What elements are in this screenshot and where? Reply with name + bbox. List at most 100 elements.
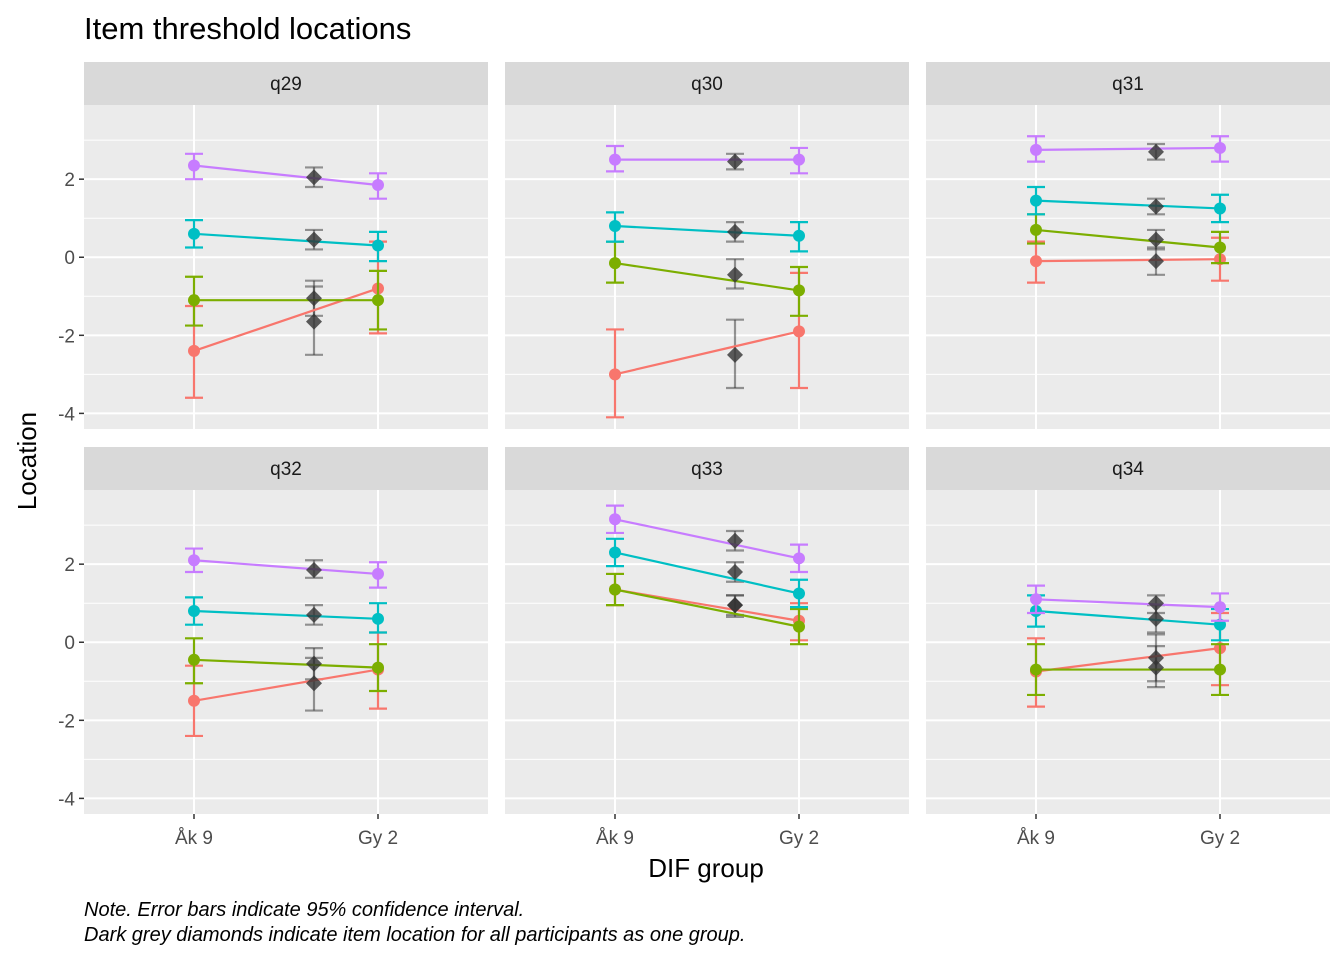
series-line (614, 588, 800, 628)
series-threshold-1 (606, 271, 808, 419)
threshold-point (1030, 663, 1042, 676)
series-line (614, 224, 800, 237)
series-line (193, 609, 379, 620)
series-line (1035, 199, 1221, 210)
panel-background (505, 105, 909, 429)
threshold-point (609, 368, 621, 381)
series-line (1035, 609, 1221, 626)
x-tick-label: Gy 2 (779, 828, 819, 849)
overall-location-diamond (306, 606, 322, 623)
threshold-point (188, 159, 200, 172)
panel-background (505, 490, 909, 814)
series-threshold-4 (185, 152, 387, 200)
series-line (614, 518, 800, 560)
series-threshold-3 (1027, 185, 1229, 224)
series-line (193, 164, 379, 187)
series-threshold-2 (185, 637, 387, 693)
y-tick-label: -2 (58, 711, 75, 732)
series-line (1035, 598, 1221, 609)
chart-title: Item threshold locations (84, 11, 411, 46)
series-line (193, 668, 379, 702)
panel-background (926, 105, 1330, 429)
threshold-point (188, 294, 200, 307)
gridlines (505, 490, 909, 814)
threshold-point (609, 546, 621, 559)
series-line (193, 232, 379, 247)
facet-strip-label: q30 (691, 74, 723, 95)
series-line (1035, 647, 1221, 673)
y-tick-label: 2 (64, 555, 75, 576)
facet-strip-label: q34 (1112, 459, 1144, 480)
threshold-point (793, 587, 805, 600)
overall-location-diamond (306, 290, 322, 307)
threshold-point (1030, 255, 1042, 268)
threshold-point (793, 552, 805, 565)
series-line (193, 559, 379, 576)
threshold-point (1030, 194, 1042, 207)
series-threshold-3 (606, 211, 808, 253)
overall-location-diamond (1148, 198, 1164, 215)
facet-strip-label: q32 (270, 459, 302, 480)
overall-location-diamond (1148, 253, 1164, 270)
panel-background (926, 490, 1330, 814)
threshold-point (372, 661, 384, 674)
threshold-point (793, 620, 805, 633)
y-tick-label: 0 (64, 248, 75, 269)
series-threshold-3 (185, 219, 387, 263)
series-line (1035, 146, 1221, 151)
series-line (614, 262, 800, 292)
threshold-point (609, 513, 621, 526)
series-threshold-2 (606, 240, 808, 317)
facet-panel-q32: q32 -4 -2 0 2 Åk 9 Gy 2 (58, 447, 488, 849)
series-threshold-4 (606, 144, 808, 175)
facet-strip-label: q29 (270, 74, 302, 95)
series-threshold-3 (185, 596, 387, 634)
overall-location-diamond (1148, 231, 1164, 248)
threshold-point (372, 612, 384, 625)
overall-location-diamond (1148, 649, 1164, 666)
overall-location-diamond (306, 313, 322, 330)
threshold-point (609, 153, 621, 166)
threshold-point (1214, 601, 1226, 614)
overall-location-diamond (1148, 143, 1164, 160)
y-tick-label: 0 (64, 633, 75, 654)
facet-panel-q33: q33 Åk 9 Gy 2 (505, 447, 909, 849)
threshold-point (188, 694, 200, 707)
panel-background (84, 105, 488, 429)
facet-strip-q29 (84, 62, 488, 105)
series-line (1035, 258, 1221, 263)
threshold-point (372, 239, 384, 252)
threshold-point (188, 227, 200, 240)
x-tick-label: Åk 9 (175, 828, 213, 849)
x-tick-label: Gy 2 (358, 828, 398, 849)
threshold-point (1030, 593, 1042, 606)
threshold-point (188, 605, 200, 618)
overall-location-diamond (727, 532, 743, 549)
overall-location-diamond (306, 169, 322, 186)
threshold-point (793, 229, 805, 242)
series-threshold-2 (606, 572, 808, 646)
facet-panel-q31: q31 (926, 62, 1330, 429)
threshold-point (1214, 241, 1226, 254)
caption-line-1: Note. Error bars indicate 95% confidence… (84, 899, 524, 921)
series-line (193, 658, 379, 669)
threshold-point (372, 567, 384, 580)
x-tick-label: Gy 2 (1200, 828, 1240, 849)
facet-panel-q30: q30 (505, 62, 909, 429)
series-threshold-2 (1027, 643, 1229, 697)
threshold-point (188, 653, 200, 666)
overall-location-diamond (727, 153, 743, 170)
y-tick-label: 2 (64, 170, 75, 191)
x-axis-title: DIF group (648, 853, 764, 883)
gridlines (926, 490, 1330, 814)
threshold-point (372, 179, 384, 192)
facet-panel-q29: q29 -4 -2 0 2 (58, 62, 488, 429)
facet-strip-q30 (505, 62, 909, 105)
series-threshold-4 (185, 547, 387, 589)
facet-panel-q34: q34 Åk 9 Gy 2 (926, 447, 1330, 849)
threshold-point (609, 220, 621, 233)
series-threshold-3 (606, 537, 808, 609)
series-line (1035, 228, 1221, 249)
threshold-point (1030, 223, 1042, 236)
threshold-point (609, 257, 621, 270)
